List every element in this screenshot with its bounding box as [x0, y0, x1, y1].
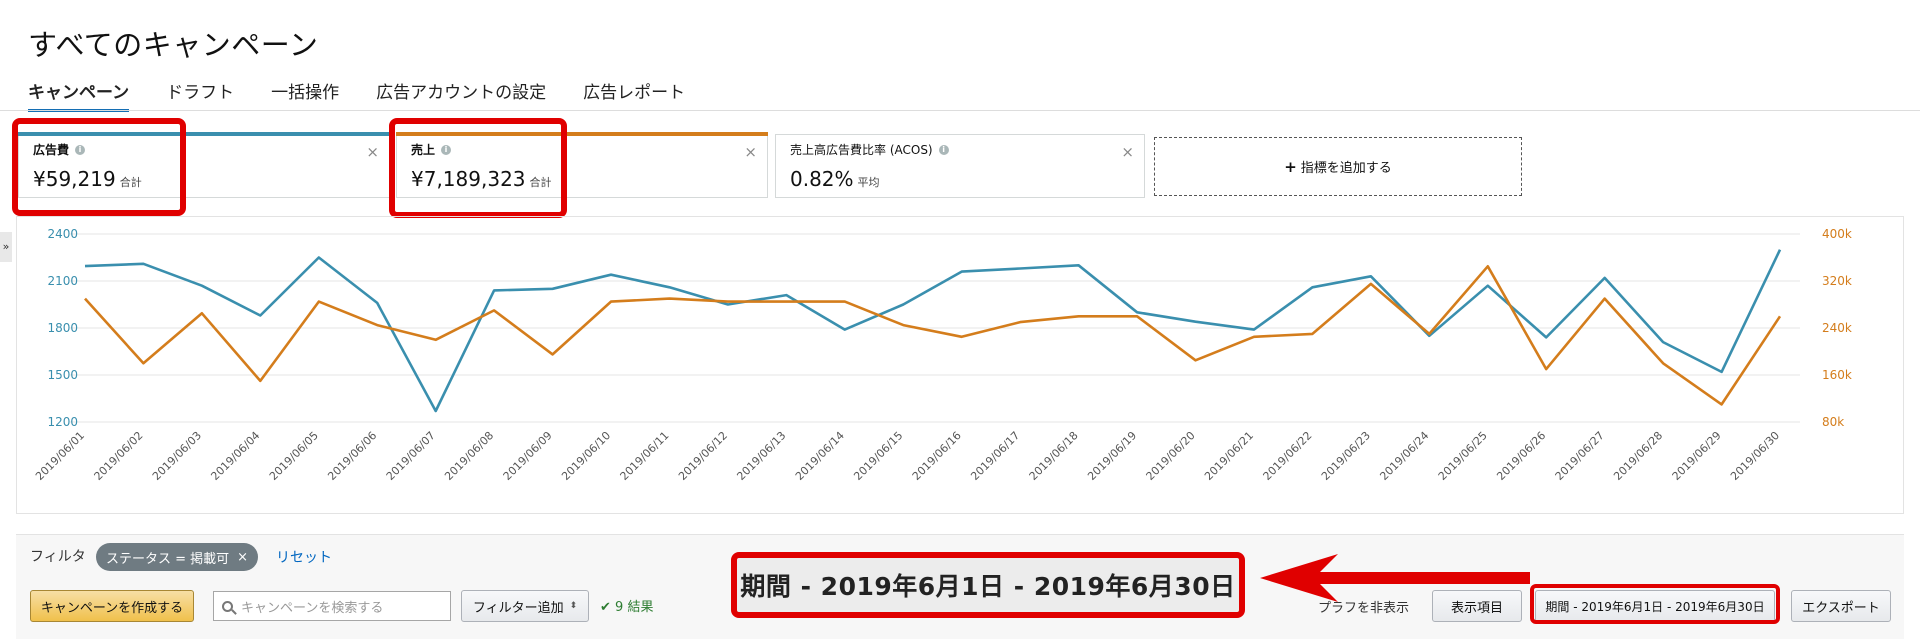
info-icon[interactable]: i	[75, 144, 86, 155]
metric-label: 広告費	[33, 143, 70, 157]
tab-bulk-operations[interactable]: 一括操作	[271, 83, 340, 103]
date-range-button[interactable]: 期間 - 2019年6月1日 - 2019年6月30日	[1535, 590, 1775, 622]
x-tick-label: 2019/06/21	[1202, 429, 1256, 483]
add-metric-button[interactable]: + 指標を追加する	[1154, 137, 1522, 196]
x-tick-label: 2019/06/25	[1436, 429, 1490, 483]
create-campaign-button[interactable]: キャンペーンを作成する	[30, 590, 194, 622]
close-icon[interactable]: ×	[744, 143, 757, 161]
metric-value: 0.82%	[790, 167, 854, 191]
series-line-sales	[84, 264, 1782, 406]
y-left-tick-label: 1500	[47, 368, 78, 382]
x-tick-label: 2019/06/16	[910, 429, 964, 483]
x-tick-label: 2019/06/09	[501, 429, 555, 483]
y-right-tick-label: 240k	[1822, 321, 1852, 335]
x-tick-label: 2019/06/28	[1611, 429, 1665, 483]
x-tick-label: 2019/06/29	[1670, 429, 1724, 483]
search-placeholder: キャンペーンを検索する	[241, 600, 384, 616]
y-right-tick-label: 160k	[1822, 368, 1852, 382]
x-tick-label: 2019/06/18	[1027, 429, 1081, 483]
x-tick-label: 2019/06/04	[208, 429, 262, 483]
y-left-tick-label: 1200	[47, 415, 78, 429]
x-tick-label: 2019/06/19	[1085, 429, 1139, 483]
tab-reports[interactable]: 広告レポート	[583, 83, 686, 103]
filter-chip-label: ステータス = 掲載可	[106, 551, 230, 567]
hide-chart-link[interactable]: プラフを非表示	[1318, 601, 1410, 616]
x-tick-label: 2019/06/14	[793, 429, 847, 483]
x-tick-label: 2019/06/02	[92, 429, 146, 483]
tab-bar: キャンペーン ドラフト 一括操作 広告アカウントの設定 広告レポート	[28, 78, 722, 112]
reset-link[interactable]: リセット	[276, 550, 332, 566]
info-icon[interactable]: i	[441, 144, 452, 155]
filter-chip-status[interactable]: ステータス = 掲載可 ×	[96, 543, 259, 571]
export-button[interactable]: エクスポート	[1791, 590, 1891, 622]
y-left-tick-label: 2100	[47, 274, 78, 288]
x-tick-label: 2019/06/20	[1144, 429, 1198, 483]
tabs-divider	[0, 110, 1920, 111]
x-tick-label: 2019/06/03	[150, 429, 204, 483]
metric-color-bar	[396, 132, 768, 136]
x-tick-label: 2019/06/27	[1553, 429, 1607, 483]
sort-caret-icon: ⬍	[569, 601, 578, 611]
page-title: すべてのキャンペーン	[28, 28, 319, 62]
result-count: 9 結果	[615, 600, 654, 615]
metric-label: 売上高広告費比率 (ACOS)	[790, 143, 933, 157]
x-tick-label: 2019/06/11	[618, 429, 672, 483]
x-tick-label: 2019/06/01	[33, 429, 87, 483]
metric-card-acos[interactable]: 売上高広告費比率 (ACOS) i 0.82% 平均 ×	[775, 134, 1145, 198]
x-tick-label: 2019/06/22	[1261, 429, 1315, 483]
series-line-spend	[84, 249, 1782, 413]
metric-value: ¥7,189,323	[411, 167, 526, 191]
metric-color-bar	[18, 132, 390, 136]
x-tick-label: 2019/06/12	[676, 429, 730, 483]
x-tick-label: 2019/06/23	[1319, 429, 1373, 483]
chart-panel	[16, 216, 1904, 514]
chip-remove-icon[interactable]: ×	[237, 549, 249, 565]
add-metric-label: 指標を追加する	[1300, 161, 1392, 176]
x-tick-label: 2019/06/13	[734, 429, 788, 483]
y-left-tick-label: 2400	[47, 227, 78, 241]
tab-drafts[interactable]: ドラフト	[166, 83, 235, 103]
plus-icon: +	[1284, 157, 1297, 176]
annotation-arrow	[1260, 554, 1530, 602]
info-icon[interactable]: i	[938, 144, 949, 155]
search-input[interactable]: キャンペーンを検索する	[213, 591, 451, 621]
y-right-tick-label: 80k	[1822, 415, 1844, 429]
metric-unit: 平均	[857, 176, 880, 189]
metric-card-spend[interactable]: 広告費 i ¥59,219 合計 ×	[18, 132, 390, 198]
x-tick-label: 2019/06/30	[1728, 429, 1782, 483]
line-chart: 2400 400k 2100 320k 1800 240k 1500 160k 1200 80k 2…	[33, 227, 1852, 483]
filter-label: フィルタ	[30, 549, 86, 565]
tab-account-settings[interactable]: 広告アカウントの設定	[376, 83, 547, 103]
x-tick-label: 2019/06/06	[325, 429, 379, 483]
check-icon: ✔	[600, 600, 611, 615]
y-right-tick-label: 400k	[1822, 227, 1852, 241]
close-icon[interactable]: ×	[1121, 143, 1134, 161]
x-tick-label: 2019/06/15	[851, 429, 905, 483]
x-tick-label: 2019/06/05	[267, 429, 321, 483]
close-icon[interactable]: ×	[366, 143, 379, 161]
y-right-tick-label: 320k	[1822, 274, 1852, 288]
metric-unit: 合計	[119, 176, 142, 189]
x-tick-label: 2019/06/10	[559, 429, 613, 483]
metric-unit: 合計	[529, 176, 552, 189]
x-tick-label: 2019/06/17	[968, 429, 1022, 483]
metric-card-sales[interactable]: 売上 i ¥7,189,323 合計 ×	[396, 132, 768, 198]
expand-sidebar-icon[interactable]: »	[0, 232, 12, 262]
x-tick-label: 2019/06/08	[442, 429, 496, 483]
y-left-tick-label: 1800	[47, 321, 78, 335]
x-tick-label: 2019/06/26	[1494, 429, 1548, 483]
x-tick-label: 2019/06/24	[1377, 429, 1431, 483]
annotation-callout: 期間 - 2019年6月1日 - 2019年6月30日	[731, 552, 1245, 618]
metric-value: ¥59,219	[33, 167, 116, 191]
add-filter-button[interactable]: フィルター追加 ⬍	[461, 590, 589, 622]
columns-button[interactable]: 表示項目	[1432, 590, 1522, 622]
add-filter-label: フィルター追加	[472, 600, 564, 616]
metric-label: 売上	[411, 143, 436, 157]
x-tick-label: 2019/06/07	[384, 429, 438, 483]
search-icon	[222, 600, 233, 612]
tab-campaigns[interactable]: キャンペーン	[28, 78, 130, 112]
